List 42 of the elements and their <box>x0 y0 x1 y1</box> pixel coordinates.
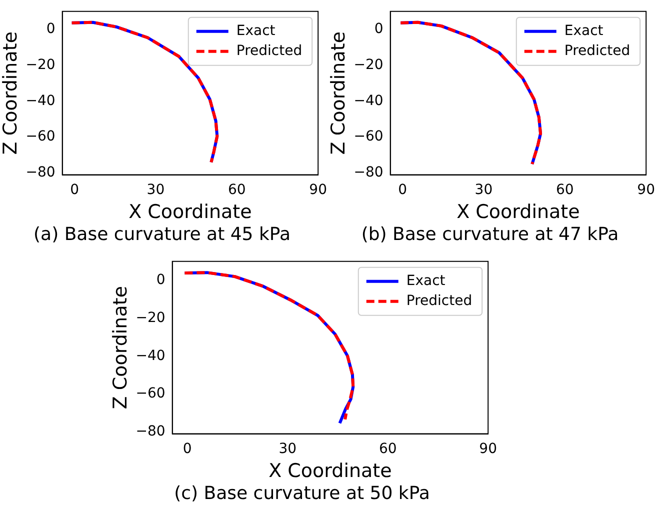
x-tick-label: 90 <box>309 182 328 198</box>
y-tick-label: −60 <box>26 128 56 145</box>
text: (a) Base curvature at 45 kPa <box>34 224 290 245</box>
y-tick-label: −60 <box>354 128 384 145</box>
y-axis-title: Z Coordinate <box>109 286 132 410</box>
y-axis-title: Z Coordinate <box>0 31 22 155</box>
legend-label: Exact <box>406 273 446 290</box>
text: (b) Base curvature at 47 kPa <box>361 224 619 245</box>
text: (c) Base curvature at 50 kPa <box>174 482 430 504</box>
y-tick-label: −80 <box>26 164 56 181</box>
x-tick-label: 30 <box>146 182 165 198</box>
y-tick-label: −40 <box>136 348 166 364</box>
legend-label: Predicted <box>236 43 302 60</box>
x-tick-label: 30 <box>474 182 493 198</box>
legend-label: Predicted <box>564 43 630 60</box>
x-tick-label: 60 <box>556 182 574 198</box>
y-tick-label: −80 <box>354 164 384 181</box>
x-tick-label: 0 <box>398 182 407 198</box>
x-tick-label: 60 <box>378 440 397 457</box>
y-tick-label: −20 <box>26 56 56 73</box>
x-tick-label: 0 <box>182 440 192 457</box>
legend-label: Exact <box>236 23 276 40</box>
x-tick-label: 60 <box>228 182 246 198</box>
x-tick-label: 30 <box>278 440 297 457</box>
x-axis-title: X Coordinate <box>128 200 252 223</box>
x-axis-title: X Coordinate <box>268 460 392 482</box>
y-tick-label: −40 <box>26 92 56 109</box>
y-tick-label: 0 <box>156 272 166 288</box>
y-tick-label: 0 <box>46 20 56 37</box>
y-tick-label: −60 <box>136 386 166 402</box>
x-axis-title: X Coordinate <box>456 200 580 223</box>
legend-label: Exact <box>564 23 604 40</box>
x-tick-label: 0 <box>70 182 79 198</box>
y-tick-label: −40 <box>354 92 384 109</box>
y-tick-label: −80 <box>136 424 166 440</box>
y-axis-title: Z Coordinate <box>327 31 350 155</box>
legend-label: Predicted <box>406 293 472 310</box>
y-tick-label: −20 <box>354 56 384 73</box>
x-tick-label: 90 <box>479 440 498 457</box>
x-tick-label: 90 <box>637 182 656 198</box>
y-tick-label: 0 <box>374 20 384 37</box>
y-tick-label: −20 <box>136 310 166 326</box>
